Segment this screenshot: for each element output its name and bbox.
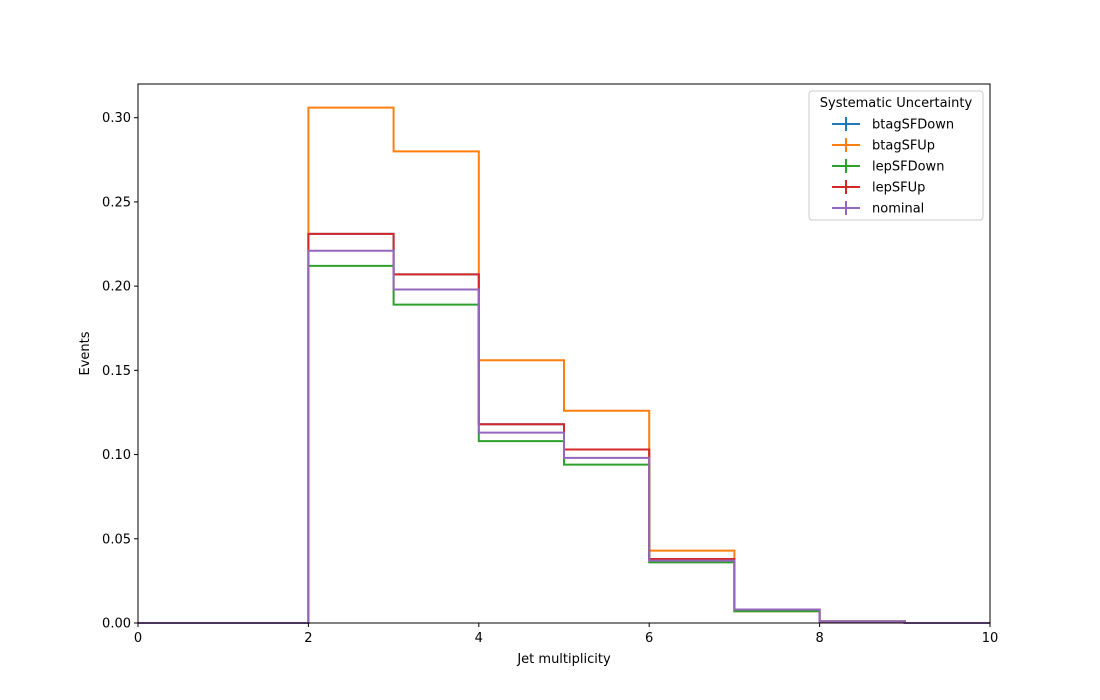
x-tick-label: 0	[134, 631, 142, 646]
y-tick-label: 0.00	[102, 617, 131, 632]
legend-label: btagSFDown	[872, 118, 954, 133]
legend-item-btagSFUp: btagSFUp	[832, 138, 935, 154]
legend-item-lepSFDown: lepSFDown	[832, 159, 944, 175]
legend-label: lepSFUp	[872, 181, 925, 196]
x-axis: 0 2 4 6 8 10	[134, 623, 998, 646]
legend: Systematic Uncertainty btagSFDown btagSFU…	[808, 90, 984, 221]
y-tick-label: 0.20	[102, 280, 131, 295]
y-tick-label: 0.15	[102, 364, 131, 379]
y-tick-label: 0.10	[102, 448, 131, 463]
series-layer	[138, 106, 990, 624]
x-tick-label: 6	[645, 631, 653, 646]
x-tick-label: 4	[475, 631, 483, 646]
legend-title: Systematic Uncertainty	[820, 96, 973, 111]
series-line-nominal	[138, 249, 990, 624]
y-tick-label: 0.25	[102, 195, 131, 210]
y-tick-label: 0.30	[102, 111, 131, 126]
legend-item-nominal: nominal	[832, 201, 924, 217]
x-tick-label: 2	[304, 631, 312, 646]
series-line-lepSFUp	[138, 232, 990, 624]
y-axis: 0.00 0.05 0.10 0.15 0.20 0.25 0.30	[102, 111, 138, 632]
x-tick-label: 8	[815, 631, 823, 646]
legend-label: btagSFUp	[872, 139, 935, 154]
y-axis-label: Events	[78, 331, 93, 375]
plot-frame	[137, 83, 991, 624]
legend-label: nominal	[872, 202, 924, 217]
y-tick-label: 0.05	[102, 532, 131, 547]
x-tick-label: 10	[982, 631, 999, 646]
x-axis-label: Jet multiplicity	[516, 652, 611, 667]
legend-item-btagSFDown: btagSFDown	[832, 117, 954, 133]
legend-label: lepSFDown	[872, 160, 944, 175]
legend-item-lepSFUp: lepSFUp	[832, 180, 925, 196]
legend-items: btagSFDown btagSFUp lepSFDown lepSFUp nomina…	[832, 117, 954, 217]
